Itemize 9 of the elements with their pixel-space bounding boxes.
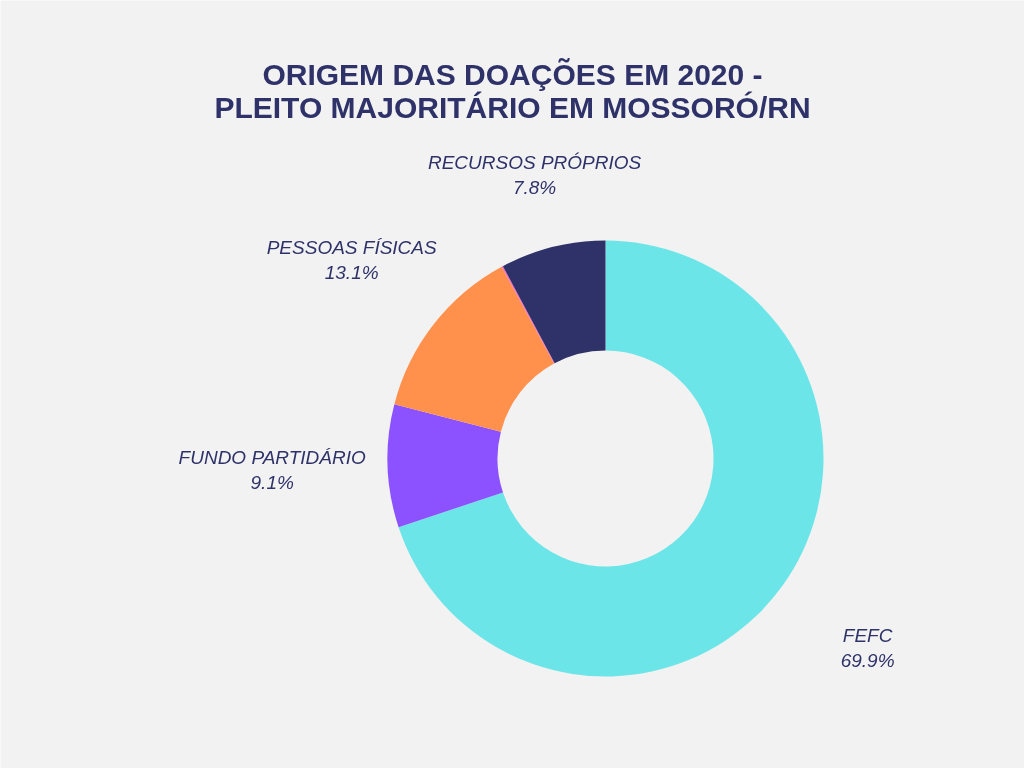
slice-label: FUNDO PARTIDÁRIO xyxy=(178,446,367,468)
slice-label: RECURSOS PRÓPRIOS xyxy=(427,151,642,173)
data-label: 69.9% xyxy=(840,649,895,671)
chart-title: ORIGEM DAS DOAÇÕES EM 2020 - PLEITO MAJORITÁRIO EM MOSSORÓ/RN xyxy=(214,57,811,124)
data-label: 9.1% xyxy=(250,472,294,494)
data-label: 7.8% xyxy=(512,177,557,199)
data-label: 13.1% xyxy=(324,262,379,284)
slice-label: PESSOAS FÍSICAS xyxy=(266,237,438,259)
slice-label: FEFC xyxy=(842,624,893,646)
